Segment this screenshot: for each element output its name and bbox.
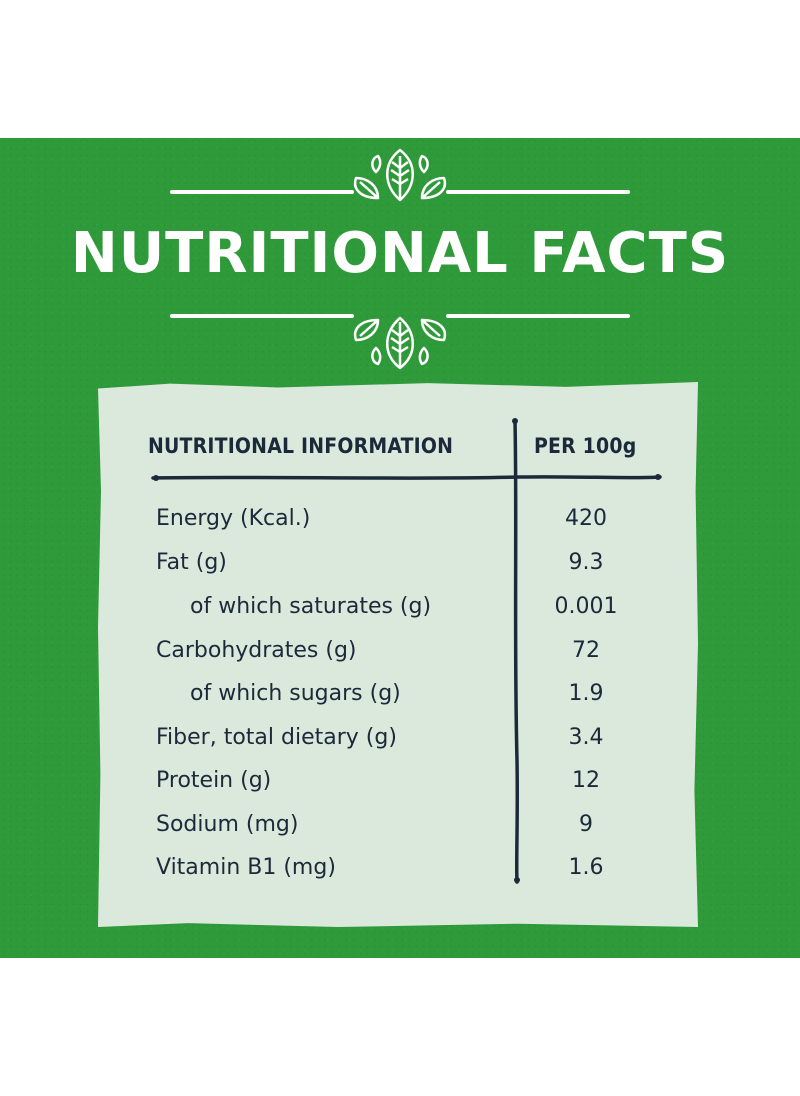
table-row: Fiber, total dietary (g) 3.4 <box>0 725 800 769</box>
nutrient-value: 12 <box>572 768 600 793</box>
leaf-sprig-icon <box>170 314 630 370</box>
nutrient-value: 9.3 <box>568 550 604 575</box>
nutrient-value: 420 <box>565 506 607 531</box>
table-row: Vitamin B1 (mg) 1.6 <box>0 855 800 899</box>
divider-end-dot <box>655 474 661 480</box>
table-row: of which saturates (g) 0.001 <box>0 594 800 638</box>
table-row: of which sugars (g) 1.9 <box>0 681 800 725</box>
nutrient-label: Vitamin B1 (mg) <box>156 855 336 880</box>
nutrient-value: 9 <box>579 812 593 837</box>
nutrient-value: 0.001 <box>554 594 618 619</box>
table-row: Sodium (mg) 9 <box>0 812 800 856</box>
nutrient-value: 3.4 <box>568 725 604 750</box>
nutrient-label: Protein (g) <box>156 768 272 793</box>
nutrient-value: 1.9 <box>568 681 604 706</box>
header-divider-line <box>151 475 662 480</box>
nutrient-label: Energy (Kcal.) <box>156 506 311 531</box>
leaf-sprig-icon <box>170 148 630 202</box>
table-row: Fat (g) 9.3 <box>0 550 800 594</box>
column-header-per-100g: PER 100g <box>534 434 637 458</box>
divider-end-dot <box>514 877 520 883</box>
nutrient-value: 72 <box>572 638 600 663</box>
column-header-nutritional-information: NUTRITIONAL INFORMATION <box>148 434 454 458</box>
nutrient-label: Fat (g) <box>156 550 227 575</box>
page-title: NUTRITIONAL FACTS <box>70 221 730 286</box>
column-divider-line <box>513 418 520 884</box>
nutrient-value: 1.6 <box>568 855 604 880</box>
table-row: Energy (Kcal.) 420 <box>0 506 800 550</box>
divider-end-dot <box>153 475 159 481</box>
nutrient-label: of which saturates (g) <box>190 594 432 619</box>
nutrient-label: of which sugars (g) <box>190 681 401 706</box>
nutrient-label: Carbohydrates (g) <box>156 638 357 663</box>
nutrition-table-card <box>98 382 698 927</box>
table-row: Protein (g) 12 <box>0 768 800 812</box>
nutrient-label: Sodium (mg) <box>156 812 299 837</box>
table-row: Carbohydrates (g) 72 <box>0 638 800 682</box>
nutrient-label: Fiber, total dietary (g) <box>156 725 397 750</box>
divider-end-dot <box>512 418 518 424</box>
